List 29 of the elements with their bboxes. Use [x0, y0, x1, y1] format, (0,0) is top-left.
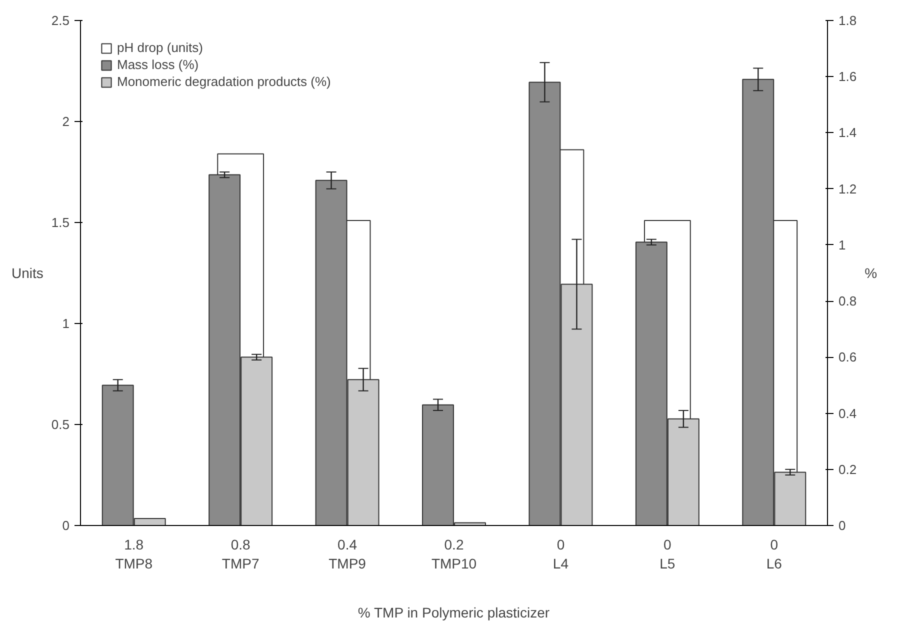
y-tick-label: 0: [62, 518, 70, 533]
y2-tick-label: 0.2: [838, 462, 857, 477]
x-tick-label: 0.4 TMP9: [328, 536, 366, 572]
x-axis-title: % TMP in Polymeric plasticizer: [358, 604, 550, 621]
x-tick-label: 0.8 TMP7: [222, 536, 260, 572]
x-tick-label: 0 L4: [552, 536, 569, 572]
x-tick-label: 1.8 TMP8: [115, 536, 153, 572]
y-tick-label: 2: [62, 114, 70, 129]
y2-tick-label: 0.8: [838, 294, 857, 309]
y-axis-title: Units: [12, 265, 44, 281]
x-tick-label: 0 L5: [660, 536, 676, 572]
y-tick-label: 2.5: [51, 13, 70, 28]
x-tick-label: 0.2 TMP10: [431, 536, 477, 572]
legend-label: Mass loss (%): [117, 57, 199, 72]
y2-tick-label: 0.4: [838, 406, 857, 421]
x-tick-label: 0 L6: [766, 536, 782, 572]
y2-tick-label: 1.6: [838, 69, 857, 84]
y-tick-label: 1.5: [51, 215, 70, 230]
y2-tick-label: 0: [838, 518, 846, 533]
y2-axis-title: %: [864, 265, 878, 281]
y-tick-label: 1: [62, 316, 70, 331]
y2-tick-label: 1.8: [838, 13, 857, 28]
legend-label: pH drop (units): [117, 40, 203, 55]
y2-tick-label: 1: [838, 237, 846, 252]
y2-tick-label: 1.2: [838, 181, 857, 196]
y-tick-label: 0.5: [51, 417, 70, 432]
y2-tick-label: 0.6: [838, 350, 857, 365]
y2-tick-label: 1.4: [838, 125, 857, 140]
legend-label: Monomeric degradation products (%): [117, 74, 331, 89]
